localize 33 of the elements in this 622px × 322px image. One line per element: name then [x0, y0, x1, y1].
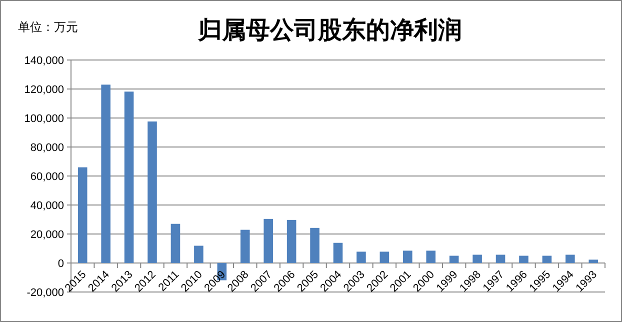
y-tick-label: 80,000: [30, 142, 64, 154]
bar: [240, 230, 250, 263]
y-tick-label: 0: [58, 258, 64, 270]
text: 单位：万元: [18, 20, 78, 34]
bar: [194, 246, 204, 263]
bar: [264, 218, 273, 263]
bar: [101, 84, 110, 263]
y-tick-label: 40,000: [30, 200, 64, 212]
bar: [286, 220, 296, 263]
bar: [496, 254, 506, 263]
chart-title: 归属母公司股东的净利润: [197, 15, 462, 44]
bar: [519, 256, 528, 263]
y-tick-label: -20,000: [26, 287, 64, 299]
bar: [403, 250, 412, 263]
bar: [310, 228, 320, 263]
bar: [472, 254, 482, 263]
bar: [449, 256, 459, 263]
bar: [588, 260, 598, 263]
bar: [356, 252, 366, 263]
bar: [426, 250, 436, 263]
y-tick-label: 140,000: [24, 55, 64, 67]
bar: [124, 92, 134, 263]
bar: [566, 254, 575, 263]
bar: [78, 167, 88, 263]
y-tick-label: 120,000: [24, 84, 64, 96]
y-tick-label: 100,000: [24, 113, 64, 125]
bar: [170, 224, 180, 263]
bar: [380, 252, 390, 263]
y-tick-label: 20,000: [30, 229, 64, 241]
bar: [148, 121, 157, 263]
bar: [542, 256, 552, 263]
y-tick-label: 60,000: [30, 171, 64, 183]
bar: [333, 242, 343, 263]
